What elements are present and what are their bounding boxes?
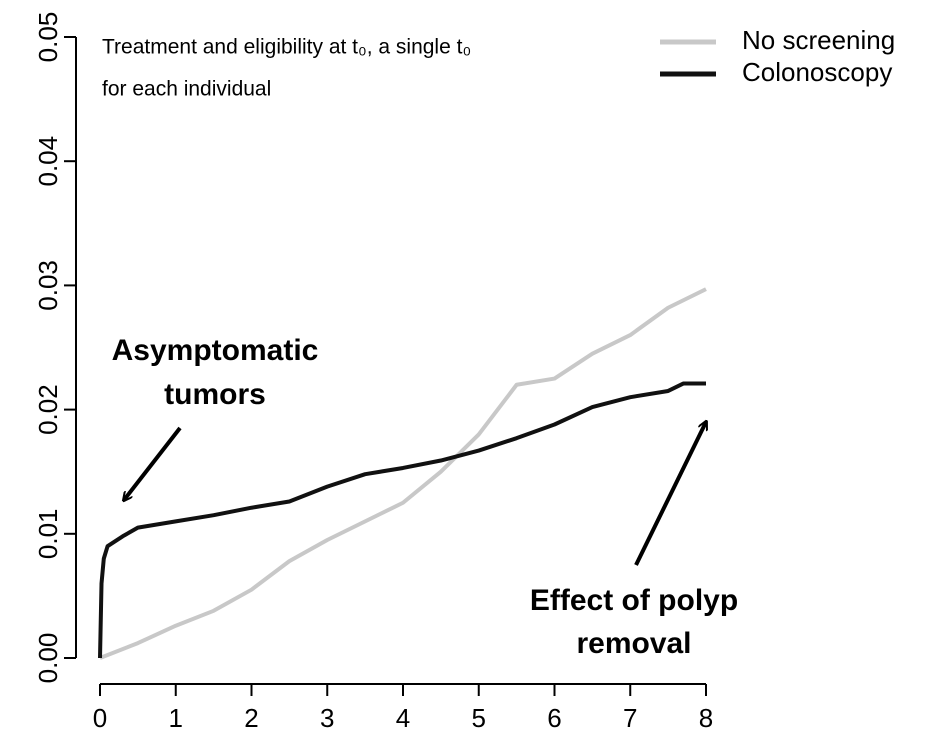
x-tick-label: 1 [169, 703, 183, 733]
x-tick-label: 2 [244, 703, 258, 733]
y-tick-label: 0.05 [33, 12, 63, 63]
annotation: tumors [164, 378, 266, 411]
y-tick-label: 0.04 [33, 136, 63, 187]
y-tick-label: 0.02 [33, 384, 63, 435]
arrow [124, 426, 182, 500]
x-tick-label: 0 [93, 703, 107, 733]
line [98, 381, 706, 659]
x-tick-label: 7 [623, 703, 637, 733]
note: for each individual [102, 78, 271, 101]
note: Treatment and eligibility at t₀, a singl… [102, 36, 471, 59]
legend-label: Colonoscopy [742, 57, 892, 87]
y-tick-label: 0.01 [33, 508, 63, 559]
x-tick-label: 8 [699, 703, 713, 733]
annotation: Effect of polyp [530, 584, 738, 617]
line [99, 287, 707, 660]
x-tick-label: 4 [396, 703, 410, 733]
arrow [634, 422, 706, 566]
x-tick-label: 6 [547, 703, 561, 733]
annotation: Asymptomatic [112, 334, 319, 367]
x-tick-label: 3 [320, 703, 334, 733]
legend-label: No screening [742, 25, 895, 55]
y-tick-label: 0.00 [33, 633, 63, 684]
x-tick-label: 5 [472, 703, 486, 733]
y-tick-label: 0.03 [33, 260, 63, 311]
annotation: removal [576, 627, 691, 660]
